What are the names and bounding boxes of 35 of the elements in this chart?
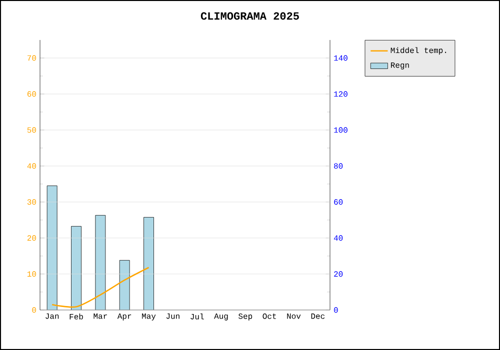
y-tick-label: 60 [27, 91, 36, 97]
x-tick-label: Nov [287, 314, 301, 319]
legend-label: Regn [390, 62, 409, 70]
legend-label: Middel temp. [390, 47, 446, 55]
bar [47, 186, 58, 310]
y-tick-label: 70 [27, 55, 36, 61]
x-tick-label: Oct [262, 314, 276, 319]
x-tick-label: Jul [190, 314, 204, 320]
y-tick-label: 10 [27, 271, 36, 277]
x-tick-label: Apr [117, 314, 132, 320]
y2-tick-label: 60 [334, 199, 343, 205]
y2-tick-label: 40 [334, 235, 343, 241]
x-tick-label: May [142, 314, 156, 320]
x-tick-label: Sep [238, 314, 252, 321]
x-tick-label: Mar [94, 314, 107, 319]
x-tick-label: Dec [311, 314, 325, 319]
bar [144, 217, 154, 310]
y2-tick-label: 120 [334, 91, 348, 97]
line-series [51, 266, 150, 308]
y-tick-label: 50 [27, 127, 36, 133]
x-tick-label: Jun [166, 314, 180, 319]
y2-tick-label: 140 [334, 55, 348, 61]
y-tick-label: 20 [27, 235, 36, 241]
y2-tick-label: 0 [334, 307, 338, 313]
y-tick-label: 40 [27, 163, 36, 169]
x-tick-label: Jan [46, 314, 59, 319]
bar [71, 226, 82, 310]
y2-tick-label: 80 [334, 163, 343, 169]
y2-tick-label: 20 [334, 271, 343, 277]
y-tick-label: 0 [32, 307, 36, 313]
x-tick-label: Aug [214, 314, 228, 320]
y-tick-label: 30 [27, 199, 36, 205]
chart-title: CLIMOGRAMA 2025 [200, 12, 299, 20]
y2-tick-label: 100 [334, 127, 348, 133]
x-tick-label: Feb [70, 314, 83, 320]
